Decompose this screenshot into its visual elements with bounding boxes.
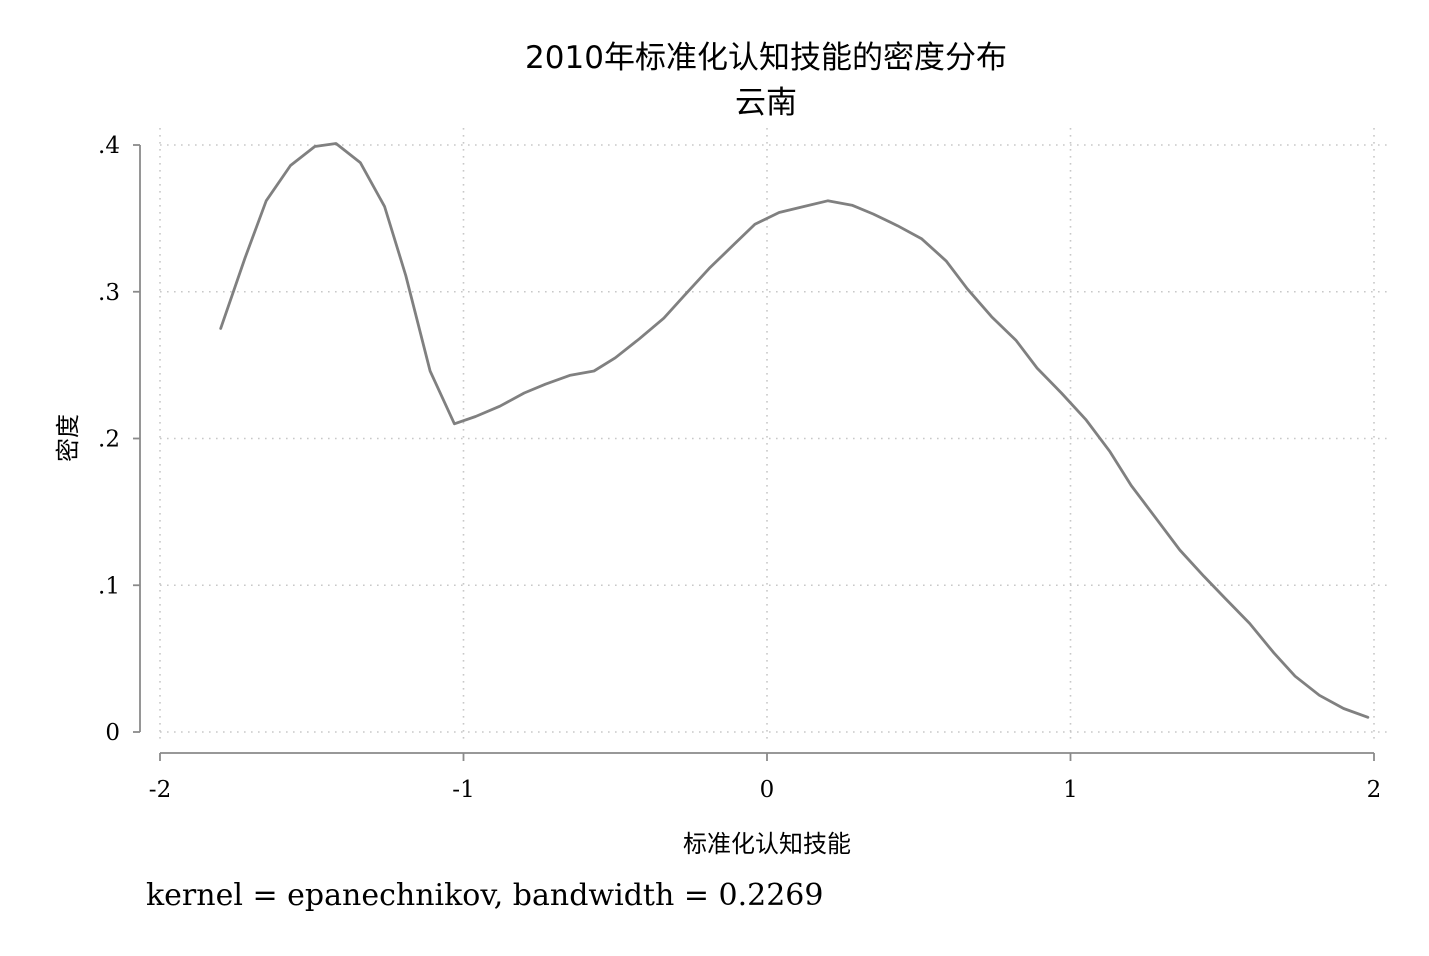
y-tick-label-3: .3	[98, 280, 120, 306]
series-layer	[219, 142, 1370, 719]
axes: 0 .1 .2 .3 .4 -2 -1 0 1 2	[98, 133, 1381, 803]
gridlines	[159, 128, 1390, 744]
x-tick-label-0: -2	[149, 777, 171, 803]
x-tick-label-4: 2	[1367, 777, 1382, 803]
chart-title: 2010年标准化认知技能的密度分布	[525, 40, 1007, 76]
y-tick-label-4: .4	[98, 133, 120, 159]
chart-subtitle: 云南	[735, 85, 797, 121]
y-tick-label-1: .1	[98, 573, 120, 599]
y-tick-label-2: .2	[98, 427, 120, 453]
x-tick-label-1: -1	[452, 777, 474, 803]
x-axis-title: 标准化认知技能	[683, 830, 851, 858]
y-tick-label-0: 0	[105, 720, 120, 746]
kernel-note: kernel = epanechnikov, bandwidth = 0.226…	[146, 878, 823, 913]
x-tick-label-2: 0	[760, 777, 775, 803]
density-line-0	[219, 142, 1370, 719]
y-axis-title: 密度	[54, 414, 82, 462]
x-tick-label-3: 1	[1063, 777, 1078, 803]
